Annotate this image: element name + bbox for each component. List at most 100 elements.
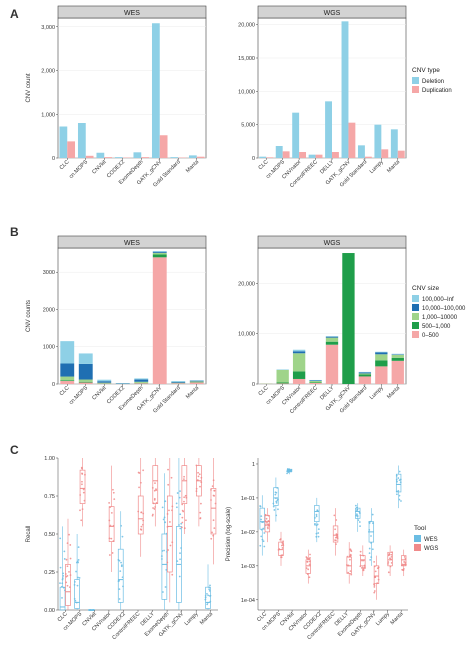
jitter-point	[199, 511, 202, 514]
y-tick-label: 3,000	[41, 25, 55, 31]
stacked-bar-segment	[375, 352, 388, 355]
box	[210, 488, 217, 535]
bar-deletion	[259, 156, 267, 158]
jitter-point	[259, 505, 262, 507]
jitter-point	[120, 564, 123, 567]
y-tick-label: 2,000	[41, 69, 55, 75]
jitter-point	[262, 540, 265, 543]
jitter-point	[66, 584, 69, 587]
jitter-point	[356, 509, 358, 512]
y-tick-label: 0.25	[44, 570, 55, 576]
facet-strip	[257, 5, 407, 19]
jitter-point	[317, 532, 320, 534]
y-tick-label: 15,000	[238, 56, 255, 62]
jitter-point	[153, 489, 156, 492]
jitter-point	[151, 513, 154, 516]
stacked-bar-segment	[276, 382, 289, 384]
jitter-point	[315, 513, 318, 516]
stacked-bar-segment	[152, 254, 167, 258]
y-tick-label: 1000	[43, 345, 55, 351]
legend-cnv-size-swatch	[412, 322, 419, 329]
stacked-bar-segment	[325, 341, 339, 345]
jitter-point	[68, 533, 70, 536]
y-tick-label: 20,000	[238, 281, 255, 287]
legend-title: Tool	[414, 525, 426, 532]
jitter-point	[275, 500, 278, 503]
stacked-bar-segment	[276, 383, 289, 384]
jitter-point	[356, 515, 359, 518]
bar-deletion	[59, 126, 68, 158]
jitter-point	[273, 509, 276, 511]
stacked-bar-segment	[171, 381, 186, 382]
jitter-point	[401, 563, 404, 566]
jitter-point	[175, 502, 178, 505]
y-tick-label: 20,000	[238, 23, 255, 29]
jitter-point	[263, 545, 266, 548]
stacked-bar-segment	[342, 253, 355, 384]
jitter-point	[334, 528, 337, 531]
bar-deletion	[374, 124, 382, 158]
box	[314, 505, 320, 523]
stacked-bar-segment	[78, 363, 93, 380]
jitter-point	[305, 556, 308, 558]
jitter-point	[179, 527, 182, 530]
jitter-point	[175, 506, 178, 509]
x-tick-label: Manta	[199, 611, 215, 627]
x-tick-label: Lumpy	[369, 385, 385, 401]
jitter-point	[314, 522, 316, 525]
jitter-point	[355, 514, 358, 517]
jitter-point	[309, 553, 311, 556]
jitter-point	[69, 544, 72, 546]
jitter-point	[199, 485, 201, 488]
box	[355, 507, 361, 519]
legend-cnv-size-label: 10,000–100,000	[422, 306, 466, 312]
jitter-point	[362, 567, 365, 570]
stacked-bar-segment	[97, 381, 112, 383]
jitter-point	[260, 515, 263, 518]
stacked-bar-segment	[391, 360, 404, 384]
stacked-bar-segment	[292, 351, 306, 354]
jitter-point	[317, 535, 320, 538]
x-tick-label: cn.MOPS	[68, 385, 89, 406]
jitter-point	[349, 548, 352, 551]
legend-tool-label: WES	[424, 537, 438, 543]
jitter-point	[152, 507, 154, 509]
jitter-point	[138, 486, 140, 489]
stacked-bar-segment	[325, 336, 339, 337]
jitter-point	[274, 493, 277, 496]
y-tick-label: 0	[52, 382, 55, 388]
jitter-point	[212, 494, 215, 497]
x-tick-label: CLC	[59, 159, 71, 171]
y-tick-label: 0.75	[44, 494, 55, 500]
bar-duplication	[397, 150, 405, 158]
jitter-point	[395, 493, 398, 496]
x-tick-label: Manta	[185, 385, 201, 401]
jitter-point	[183, 500, 185, 503]
legend-cnv-type-label: Duplication	[422, 88, 452, 94]
jitter-point	[349, 553, 352, 556]
box	[264, 515, 271, 533]
jitter-point	[180, 526, 183, 529]
stacked-bar-segment	[292, 371, 306, 379]
legend-title: CNV size	[412, 285, 439, 292]
jitter-point	[140, 525, 143, 528]
jitter-point	[281, 547, 284, 549]
jitter-point	[348, 558, 351, 561]
stacked-bar-segment	[60, 363, 75, 377]
box	[137, 495, 144, 535]
jitter-point	[68, 571, 70, 573]
jitter-point	[403, 556, 406, 558]
box	[278, 541, 284, 556]
bar-deletion	[96, 152, 105, 158]
jitter-point	[77, 558, 80, 561]
jitter-point	[197, 471, 199, 474]
jitter-point	[119, 570, 122, 572]
bar-duplication	[315, 154, 323, 158]
legend-cnv-type-label: Deletion	[422, 79, 444, 85]
jitter-point	[164, 521, 167, 524]
y-tick-label: 5,000	[241, 123, 255, 129]
jitter-point	[121, 535, 124, 538]
jitter-point	[272, 505, 275, 508]
stacked-bar-segment	[309, 382, 322, 384]
stacked-bar-segment	[375, 366, 388, 384]
